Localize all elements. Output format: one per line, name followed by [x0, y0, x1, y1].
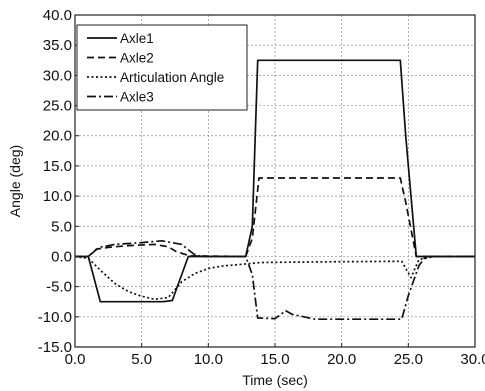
- y-tick-label: 15.0: [43, 158, 72, 175]
- series-line-axle3: [75, 239, 475, 321]
- x-tick-label: 30.0: [460, 351, 485, 368]
- y-tick-label: 25.0: [43, 98, 72, 115]
- legend: Axle1 Axle2 Articulation Angle Axle3: [76, 24, 248, 111]
- y-axis-title: Angle (deg): [7, 145, 23, 217]
- y-tick-label: 5.0: [51, 218, 72, 235]
- x-tick-label: 0.0: [65, 351, 86, 368]
- legend-items: Axle1 Axle2 Articulation Angle Axle3: [87, 31, 224, 105]
- legend-label: Axle1: [120, 31, 154, 46]
- legend-label: Axle3: [120, 90, 154, 105]
- y-axis-ticks: -15.0 -10.0 -5.0 0.0 5.0 10.0 15.0 20.0 25.0 30.0…: [38, 7, 79, 356]
- x-axis-title: Time (sec): [242, 372, 308, 388]
- x-axis-ticks: 0.0 5.0 10.0 15.0 20.0 25.0 30.0: [65, 343, 485, 368]
- y-tick-label: 30.0: [43, 67, 72, 84]
- series-line-axle2: [75, 177, 475, 258]
- y-tick-label: -15.0: [38, 339, 72, 356]
- x-tick-label: 20.0: [327, 351, 356, 368]
- x-tick-label: 5.0: [131, 351, 152, 368]
- y-tick-label: 0.0: [51, 248, 72, 265]
- y-tick-label: 20.0: [43, 128, 72, 145]
- y-tick-label: -10.0: [38, 309, 72, 326]
- x-tick-label: 10.0: [194, 351, 223, 368]
- series-layer: [74, 59, 475, 321]
- series-line-articulation-angle: [74, 255, 475, 301]
- legend-label: Axle2: [120, 51, 154, 66]
- y-tick-label: 35.0: [43, 37, 72, 54]
- y-tick-label: 10.0: [43, 188, 72, 205]
- legend-label: Articulation Angle: [120, 70, 224, 85]
- y-tick-label: 40.0: [43, 7, 72, 24]
- y-tick-label: -5.0: [46, 279, 72, 296]
- x-tick-label: 25.0: [394, 351, 423, 368]
- x-tick-label: 15.0: [260, 351, 289, 368]
